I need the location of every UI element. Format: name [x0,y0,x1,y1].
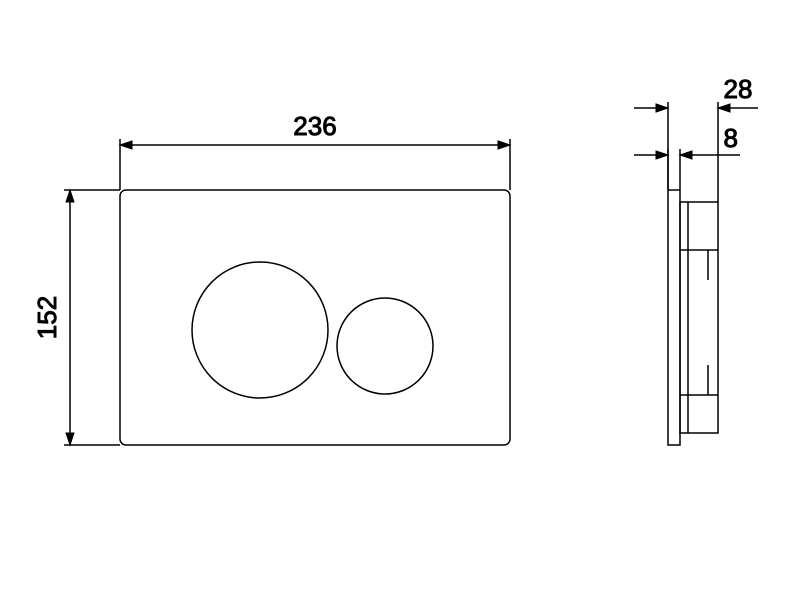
dimension-width: 236 [120,111,510,190]
flush-plate-outline [120,190,510,445]
technical-drawing: 236 152 28 8 [0,0,800,600]
small-button-circle [337,298,433,394]
dimension-width-label: 236 [293,111,336,141]
dimension-height: 152 [32,190,120,445]
side-view [668,190,718,445]
dimension-face-depth-label: 8 [724,123,738,153]
dimension-height-label: 152 [32,296,62,339]
dimension-face-depth: 8 [634,123,740,190]
large-button-circle [192,262,328,398]
front-view [120,190,510,445]
dimension-total-depth: 28 [634,74,758,202]
dimension-total-depth-label: 28 [724,74,753,104]
